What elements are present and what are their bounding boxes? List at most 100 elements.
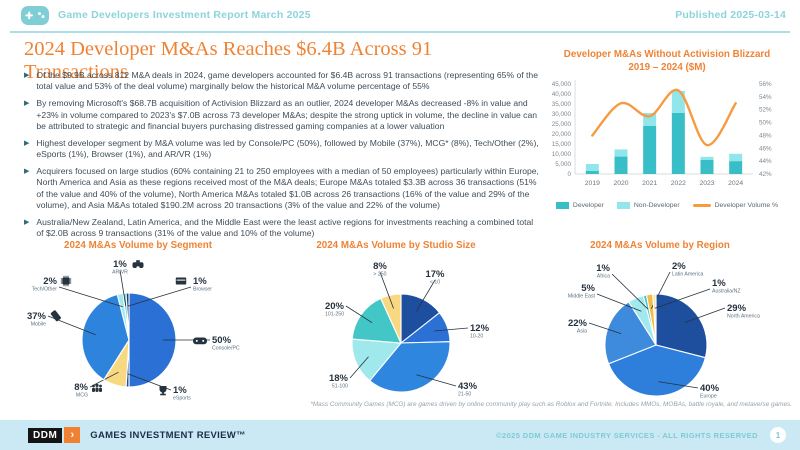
pie-sublabel: Console/PC bbox=[212, 346, 240, 352]
combo-chart-title: Developer M&As Without Activision Blizza… bbox=[563, 49, 771, 60]
pie-slice--250 bbox=[380, 293, 402, 344]
svg-text:50%: 50% bbox=[759, 120, 772, 127]
bar-developer bbox=[729, 161, 743, 175]
mcg-footnote: *Mass Community Games (MCG) are games dr… bbox=[310, 401, 792, 408]
pie-sublabel: Browser bbox=[193, 287, 212, 293]
bullet-arrow-icon: ▶ bbox=[24, 100, 30, 108]
svg-text:1%: 1% bbox=[193, 276, 207, 287]
svg-text:37%: 37% bbox=[27, 311, 47, 322]
bar-developer bbox=[671, 113, 685, 175]
page-title: 2024 Developer M&As Reaches $6.4B Across… bbox=[24, 38, 433, 83]
svg-text:45,000: 45,000 bbox=[552, 81, 572, 88]
svg-text:5,000: 5,000 bbox=[555, 161, 571, 168]
svg-text:2%: 2% bbox=[43, 276, 57, 287]
bar-developer bbox=[643, 126, 657, 175]
mobile-icon bbox=[50, 310, 61, 322]
svg-text:12%: 12% bbox=[470, 323, 490, 334]
bar-developer bbox=[614, 157, 628, 175]
pie-sublabel: AR/VR bbox=[112, 270, 128, 276]
pie-slice-australia-nz bbox=[652, 293, 657, 346]
svg-text:1%: 1% bbox=[596, 263, 610, 274]
svg-text:44%: 44% bbox=[759, 159, 772, 166]
legend-label: Non-Developer bbox=[633, 202, 680, 210]
pie-sublabel: North America bbox=[727, 314, 760, 320]
svg-text:2022: 2022 bbox=[671, 180, 686, 187]
pie-studio-size-title: 2024 M&As Volume by Studio Size bbox=[316, 240, 476, 251]
bullet-item: ▶ By removing Microsoft's $68.7B acquisit… bbox=[24, 98, 540, 132]
svg-text:48%: 48% bbox=[759, 133, 772, 140]
browser-icon bbox=[175, 277, 187, 285]
pie-segment-title: 2024 M&As Volume by Segment bbox=[64, 240, 212, 251]
svg-text:2019: 2019 bbox=[585, 180, 600, 187]
pie-studio-size-block: 2024 M&As Volume by Studio Size 17% < 10 1… bbox=[270, 239, 522, 424]
pie-segment-block: 2024 M&As Volume by Segment 50% Console/P… bbox=[12, 239, 264, 424]
pie-slice-mobile bbox=[81, 294, 130, 381]
legend-item-developer: Developer bbox=[555, 202, 604, 210]
bullet-arrow-icon: ▶ bbox=[24, 218, 30, 226]
svg-text:10,000: 10,000 bbox=[552, 151, 572, 158]
bar-non-developer bbox=[700, 157, 714, 161]
pie-sublabel: 10-20 bbox=[470, 334, 483, 340]
svg-text:42%: 42% bbox=[759, 171, 772, 178]
svg-text:22%: 22% bbox=[568, 318, 588, 329]
published-date: Published 2025-03-14 bbox=[675, 9, 786, 21]
bullet-item: ▶ Highest developer segment by M&A volume… bbox=[24, 138, 540, 161]
svg-text:52%: 52% bbox=[759, 107, 772, 114]
bar-non-developer bbox=[671, 91, 685, 114]
pie-slice-21-50 bbox=[368, 341, 451, 393]
pie-sublabel: Latin America bbox=[672, 272, 704, 278]
gamepad-icon bbox=[193, 337, 207, 345]
pie-sublabel: Australia/NZ bbox=[712, 289, 741, 295]
svg-text:43%: 43% bbox=[458, 381, 478, 392]
developer-mna-combo-chart: 0 5,000 10,000 15,000 20,000 25,000 30,000 35,0… bbox=[552, 80, 772, 187]
pie-region-title: 2024 M&As Volume by Region bbox=[590, 240, 730, 251]
bullet-item: ▶ Of the $9.9B across 812 M&A deals in 20… bbox=[24, 70, 540, 93]
studio-size-pie-chart: 17%< 10 12%10-20 43%21-50 18%51-100 20%101-2… bbox=[325, 261, 490, 398]
region-pie-chart: 29%North America 40%Europe 22%Asia 5%Middle… bbox=[568, 261, 760, 400]
legend-label: Developer bbox=[572, 202, 604, 210]
bullet-text: By removing Microsoft's $68.7B acquisiti… bbox=[36, 98, 537, 131]
trophy-icon bbox=[159, 386, 167, 396]
legend-item-non-developer: Non-Developer bbox=[616, 202, 680, 210]
developer-swatch bbox=[555, 202, 569, 210]
svg-text:2020: 2020 bbox=[613, 180, 628, 187]
people-icon bbox=[92, 384, 102, 393]
bar-developer bbox=[700, 160, 714, 175]
svg-text:8%: 8% bbox=[373, 261, 387, 272]
bullet-text: Acquirers focused on large studios (60% … bbox=[36, 165, 539, 210]
svg-text:2%: 2% bbox=[672, 261, 686, 272]
volume-line-swatch bbox=[692, 204, 711, 208]
svg-text:40,000: 40,000 bbox=[552, 91, 572, 98]
bullet-item: ▶ Australia/New Zealand, Latin America, a… bbox=[24, 217, 540, 240]
bullet-arrow-icon: ▶ bbox=[24, 72, 30, 79]
bullet-arrow-icon: ▶ bbox=[24, 167, 30, 175]
pie-sublabel: Asia bbox=[577, 329, 587, 335]
combo-chart-block: Developer M&As Without Activision Blizza… bbox=[538, 48, 796, 210]
pie-sublabel: > 250 bbox=[373, 272, 386, 278]
bullet-text: Of the $9.9B across 812 M&A deals in 202… bbox=[36, 70, 538, 92]
svg-text:5%: 5% bbox=[581, 283, 595, 294]
svg-text:46%: 46% bbox=[759, 146, 772, 153]
pie-sublabel: Africa bbox=[597, 274, 610, 280]
bullet-text: Australia/New Zealand, Latin America, an… bbox=[36, 216, 534, 239]
svg-text:8%: 8% bbox=[74, 382, 88, 393]
pie-sublabel: MCG bbox=[76, 393, 88, 399]
svg-text:25,000: 25,000 bbox=[552, 121, 572, 128]
segment-pie-chart: 50%Console/PC1%eSports8%MCG37%Mobile2%Te… bbox=[27, 259, 240, 402]
svg-text:18%: 18% bbox=[329, 373, 349, 384]
bullet-text: Highest developer segment by M&A volume … bbox=[36, 137, 539, 160]
pie-sublabel: Europe bbox=[700, 394, 717, 400]
svg-text:1%: 1% bbox=[173, 385, 187, 396]
chip-icon bbox=[60, 276, 72, 287]
header: Game Developers Investment Report March … bbox=[0, 0, 800, 33]
pie-sublabel: Tech/Other bbox=[32, 287, 58, 293]
page-number-badge: 1 bbox=[770, 427, 786, 443]
svg-text:35,000: 35,000 bbox=[552, 101, 572, 108]
pie-sublabel: Middle East bbox=[568, 294, 596, 300]
svg-text:20%: 20% bbox=[325, 301, 345, 312]
footer: DDM › GAMES INVESTMENT REVIEW™ ©2025 DDM… bbox=[0, 420, 800, 450]
bar-developer bbox=[585, 171, 599, 175]
gamepad-logo-icon bbox=[20, 5, 50, 31]
svg-text:40%: 40% bbox=[700, 383, 720, 394]
svg-text:29%: 29% bbox=[727, 303, 747, 314]
